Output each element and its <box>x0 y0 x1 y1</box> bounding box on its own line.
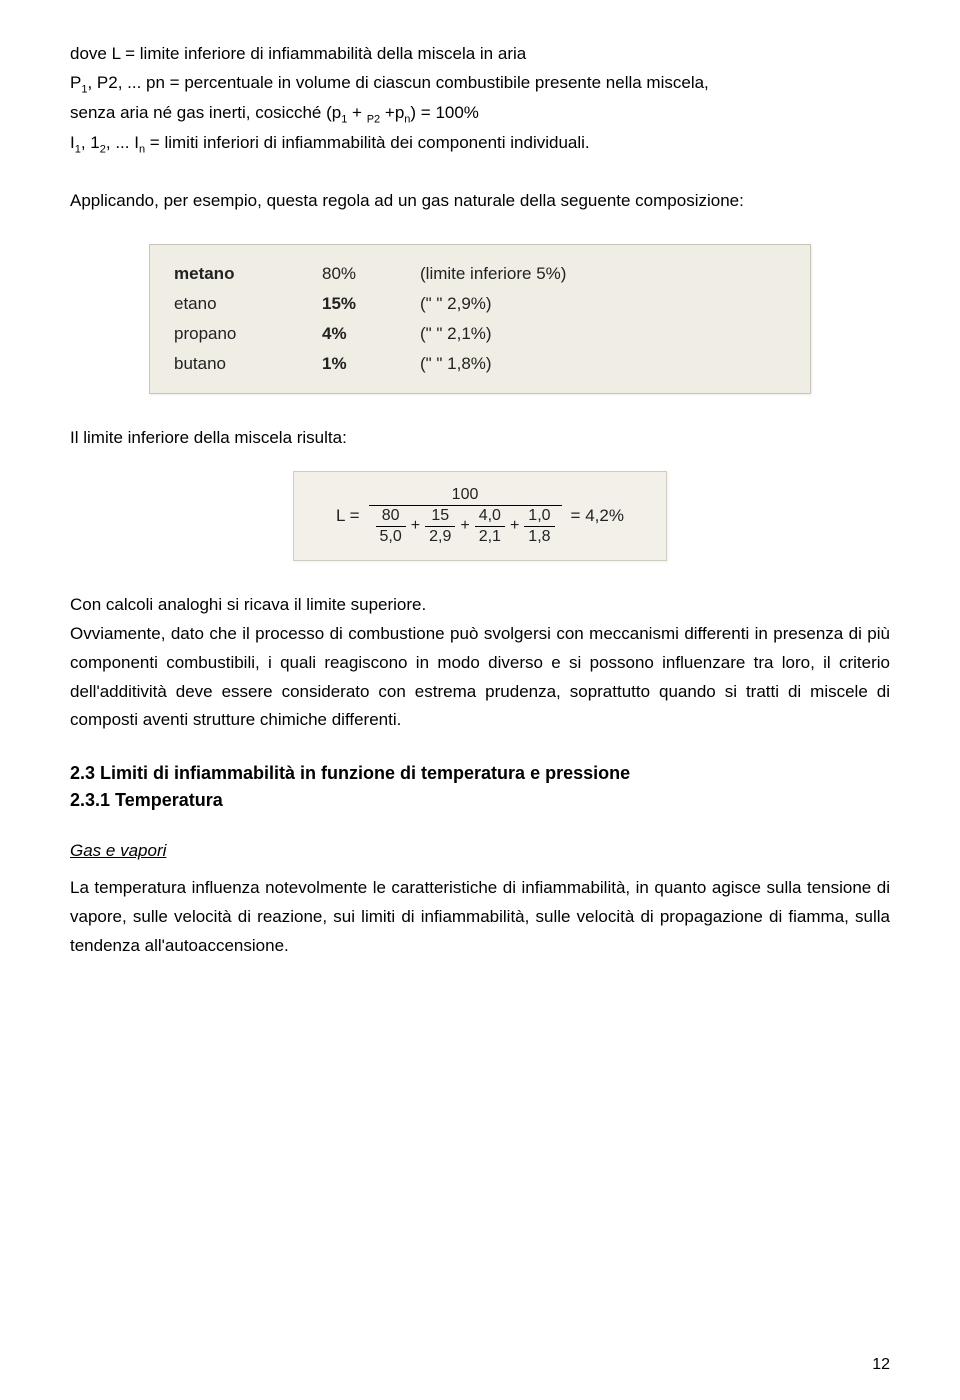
line-2: P1, P2, ... pn = percentuale in volume d… <box>70 69 890 99</box>
gas-name: propano <box>170 319 318 349</box>
gas-name: butano <box>170 349 318 379</box>
formula-box: L = 100 805,0 +152,9 +4,02,1 +1,01,8 = 4,2% <box>293 471 667 561</box>
formula-L: L = <box>336 506 359 526</box>
plus-sign: + <box>510 517 519 535</box>
result-line-block: Il limite inferiore della miscela risult… <box>70 424 890 453</box>
section-2-3-1-title: 2.3.1 Temperatura <box>70 790 890 811</box>
formula-row: L = 100 805,0 +152,9 +4,02,1 +1,01,8 = 4,2% <box>310 486 650 546</box>
fraction-den: 5,0 <box>376 527 406 546</box>
txt: = limiti inferiori di infiammabilità dei… <box>145 133 590 152</box>
txt: senza aria né gas inerti, cosicché (p <box>70 103 341 122</box>
section-2-3-title: 2.3 Limiti di infiammabilità in funzione… <box>70 763 890 784</box>
txt: , P2, ... pn = percentuale in volume di … <box>87 73 708 92</box>
fraction-num: 1,0 <box>524 507 554 527</box>
line-3: senza aria né gas inerti, cosicché (p1 +… <box>70 99 890 129</box>
gas-percent: 15% <box>318 289 416 319</box>
gas-limit: (" " 2,1%) <box>416 319 790 349</box>
gas-percent: 1% <box>318 349 416 379</box>
gas-limit: (" " 1,8%) <box>416 349 790 379</box>
table-row: propano4%(" " 2,1%) <box>170 319 790 349</box>
gas-vapori-block: Gas e vapori La temperatura influenza no… <box>70 837 890 961</box>
applying-block: Applicando, per esempio, questa regola a… <box>70 187 890 216</box>
fraction-den: 2,9 <box>425 527 455 546</box>
table-row: etano15%(" " 2,9%) <box>170 289 790 319</box>
txt: ) = 100% <box>410 103 479 122</box>
gas-name: metano <box>170 259 318 289</box>
gas-percent: 4% <box>318 319 416 349</box>
long-paragraph: Ovviamente, dato che il processo di comb… <box>70 620 890 736</box>
line-4: I1, 12, ... In = limiti inferiori di inf… <box>70 129 890 159</box>
fraction-den: 2,1 <box>475 527 505 546</box>
gas-vapori-heading: Gas e vapori <box>70 841 166 860</box>
table-row: metano80%(limite inferiore 5%) <box>170 259 790 289</box>
gas-percent: 80% <box>318 259 416 289</box>
gas-name: etano <box>170 289 318 319</box>
txt: , 1 <box>81 133 100 152</box>
fraction-num: 4,0 <box>475 507 505 527</box>
main-numerator: 100 <box>369 486 562 506</box>
line-1: dove L = limite inferiore di infiammabil… <box>70 40 890 69</box>
page-number: 12 <box>872 1356 890 1374</box>
gas-limit: (limite inferiore 5%) <box>416 259 790 289</box>
page: dove L = limite inferiore di infiammabil… <box>0 0 960 1400</box>
gas-limit: (" " 2,9%) <box>416 289 790 319</box>
applying-text: Applicando, per esempio, questa regola a… <box>70 187 890 216</box>
plus-sign: + <box>411 517 420 535</box>
fraction-term: 152,9 <box>425 507 455 546</box>
formula-result: = 4,2% <box>571 506 624 526</box>
intro-block: dove L = limite inferiore di infiammabil… <box>70 40 890 159</box>
composition-table: metano80%(limite inferiore 5%)etano15%("… <box>149 244 811 394</box>
fraction-den: 1,8 <box>524 527 554 546</box>
main-fraction: 100 805,0 +152,9 +4,02,1 +1,01,8 <box>369 486 562 546</box>
result-line: Il limite inferiore della miscela risult… <box>70 424 890 453</box>
fraction-term: 1,01,8 <box>524 507 554 546</box>
analog-text: Con calcoli analoghi si ricava il limite… <box>70 591 890 620</box>
fraction-term: 805,0 <box>376 507 406 546</box>
txt: P <box>70 73 81 92</box>
sub: P2 <box>367 113 380 125</box>
temp-paragraph: La temperatura influenza notevolmente le… <box>70 874 890 961</box>
main-denominator: 805,0 +152,9 +4,02,1 +1,01,8 <box>369 506 562 546</box>
plus-sign: + <box>460 517 469 535</box>
txt: +p <box>380 103 404 122</box>
table-row: butano1%(" " 1,8%) <box>170 349 790 379</box>
fraction-num: 80 <box>376 507 406 527</box>
fraction-term: 4,02,1 <box>475 507 505 546</box>
analog-block: Con calcoli analoghi si ricava il limite… <box>70 591 890 735</box>
txt: + <box>347 103 366 122</box>
txt: , ... I <box>106 133 139 152</box>
fraction-num: 15 <box>425 507 455 527</box>
